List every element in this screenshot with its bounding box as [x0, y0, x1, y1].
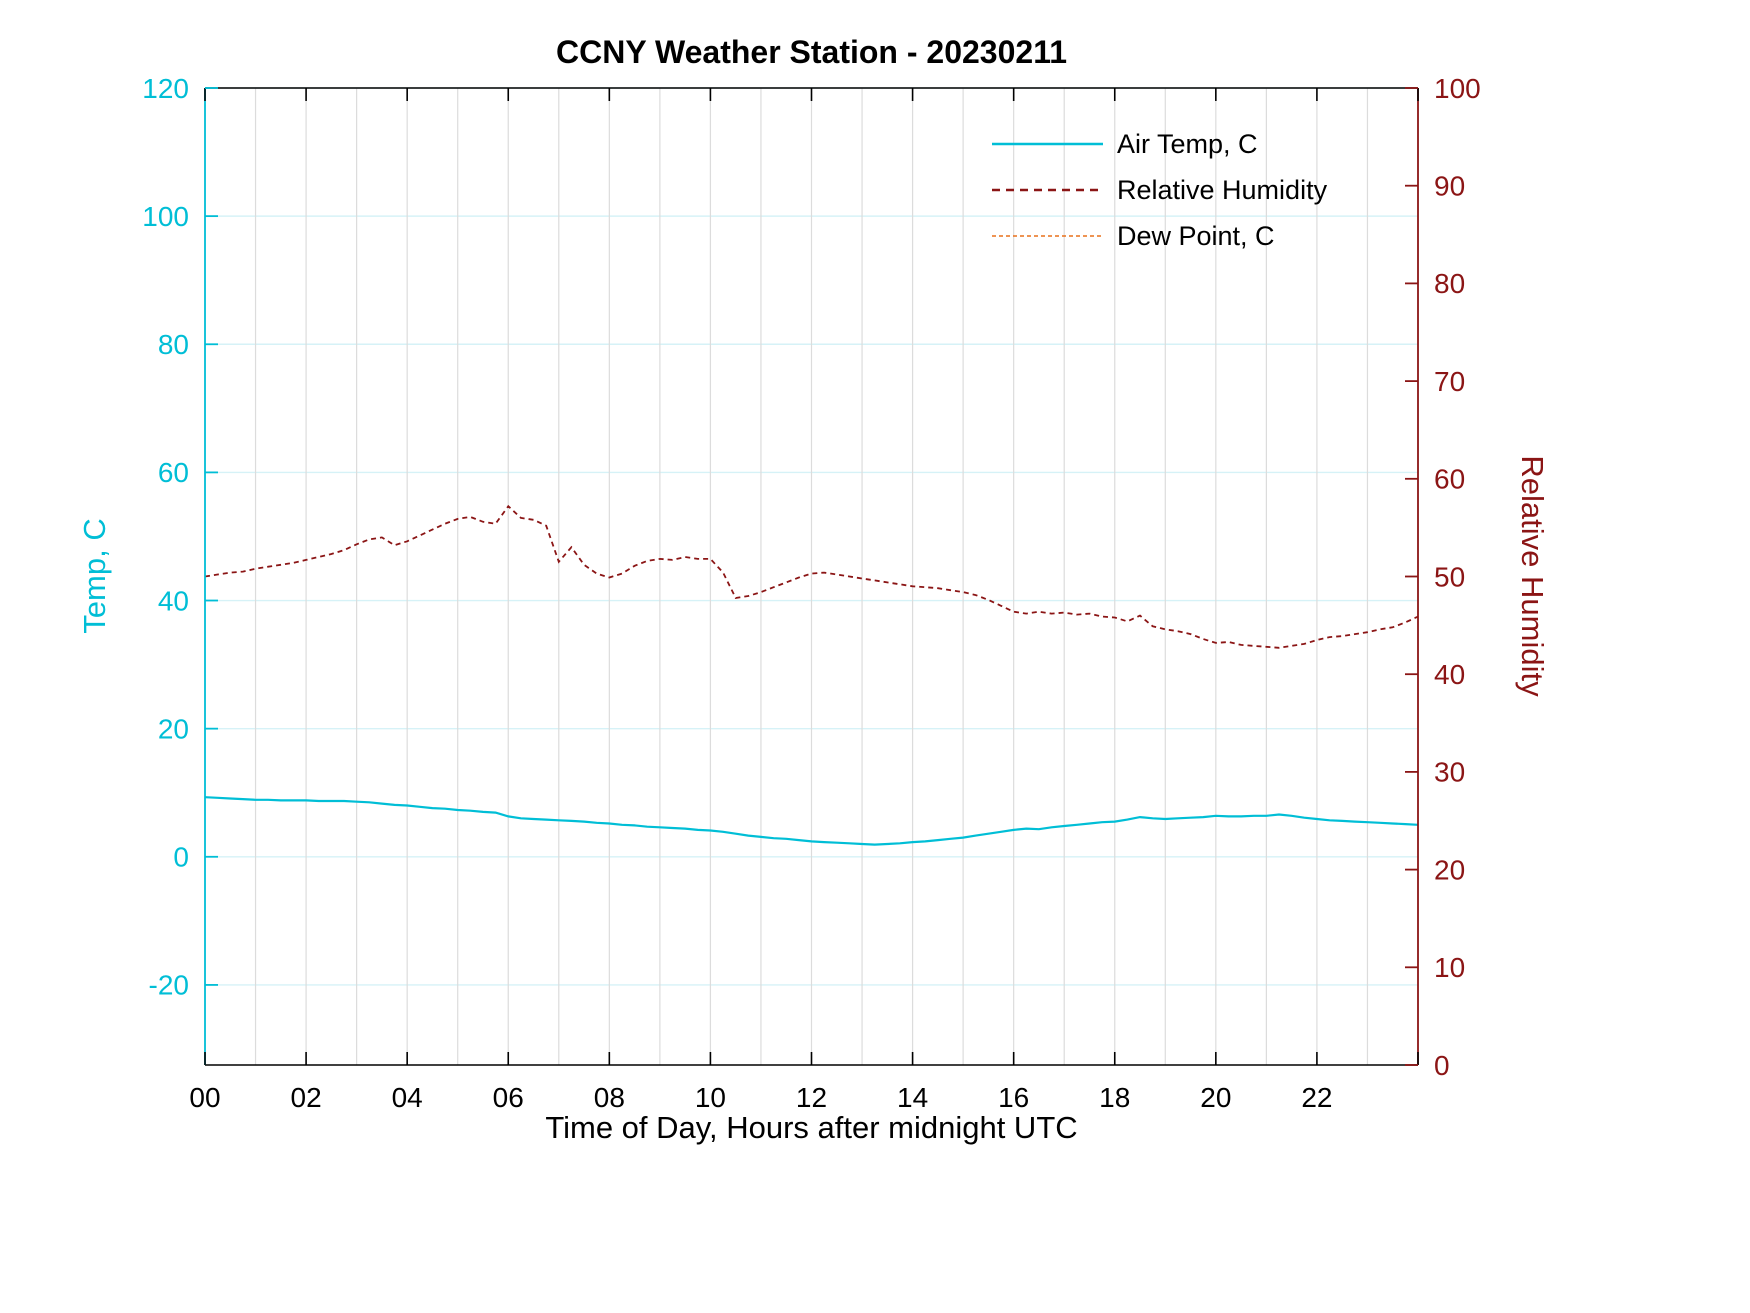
x-axis-label: Time of Day, Hours after midnight UTC — [545, 1110, 1078, 1145]
legend-item-dew-point: Dew Point, C — [990, 216, 1327, 256]
legend: Air Temp, C Relative Humidity Dew Point,… — [990, 124, 1327, 256]
legend-line-air-temp-icon — [992, 142, 1103, 146]
x-tick-label: 04 — [392, 1082, 423, 1113]
left-tick-label: 60 — [158, 457, 189, 488]
legend-line-dew-point-icon — [992, 235, 1103, 237]
right-tick-label: 20 — [1434, 854, 1465, 885]
right-tick-label: 10 — [1434, 952, 1465, 983]
right-tick-label: 60 — [1434, 464, 1465, 495]
chart-title: CCNY Weather Station - 20230211 — [555, 34, 1068, 70]
legend-label-dew-point: Dew Point, C — [1117, 220, 1275, 251]
x-tick-label: 06 — [493, 1082, 524, 1113]
right-tick-label: 90 — [1434, 171, 1465, 202]
right-tick-label: 40 — [1434, 659, 1465, 690]
x-tick-label: 14 — [897, 1082, 928, 1113]
legend-label-relative-humidity: Relative Humidity — [1117, 174, 1328, 205]
legend-label-air-temp: Air Temp, C — [1117, 128, 1258, 159]
x-tick-label: 00 — [189, 1082, 220, 1113]
left-tick-label: 80 — [158, 329, 189, 360]
left-tick-label: 20 — [158, 713, 189, 744]
legend-item-relative-humidity: Relative Humidity — [990, 170, 1327, 210]
series-relative-humidity — [204, 504, 1419, 649]
x-tick-label: 22 — [1301, 1082, 1332, 1113]
right-tick-label: 0 — [1434, 1050, 1450, 1081]
series-air-temp-c — [204, 796, 1419, 846]
x-tick-label: 12 — [796, 1082, 827, 1113]
x-tick-label: 18 — [1099, 1082, 1130, 1113]
legend-line-relative-humidity-icon — [992, 188, 1103, 192]
x-tick-label: 02 — [291, 1082, 322, 1113]
left-tick-label: 40 — [158, 585, 189, 616]
x-tick-label: 10 — [695, 1082, 726, 1113]
legend-item-air-temp: Air Temp, C — [990, 124, 1327, 164]
left-tick-label: 0 — [173, 842, 189, 873]
x-tick-label: 20 — [1200, 1082, 1231, 1113]
left-tick-label: -20 — [149, 970, 189, 1001]
x-tick-label: 16 — [998, 1082, 1029, 1113]
right-tick-label: 70 — [1434, 366, 1465, 397]
left-y-axis-label: Temp, C — [77, 518, 112, 634]
left-tick-label: 120 — [142, 73, 189, 104]
right-y-axis-label: Relative Humidity — [1515, 455, 1550, 697]
left-tick-label: 100 — [142, 201, 189, 232]
right-tick-label: 50 — [1434, 561, 1465, 592]
x-tick-label: 08 — [594, 1082, 625, 1113]
right-tick-label: 100 — [1434, 73, 1481, 104]
right-tick-label: 30 — [1434, 757, 1465, 788]
right-tick-label: 80 — [1434, 268, 1465, 299]
